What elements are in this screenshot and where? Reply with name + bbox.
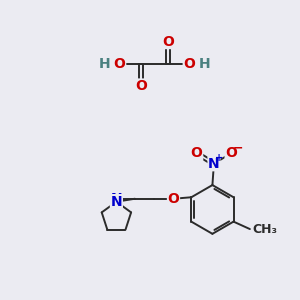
Text: +: +	[215, 153, 223, 163]
Text: H: H	[199, 57, 211, 71]
Text: N: N	[111, 192, 122, 206]
Text: H: H	[98, 57, 110, 71]
Text: N: N	[208, 157, 220, 171]
Text: N: N	[111, 195, 122, 209]
Text: CH₃: CH₃	[253, 223, 278, 236]
Text: O: O	[114, 57, 126, 71]
Text: N: N	[111, 195, 122, 209]
Text: O: O	[225, 146, 237, 160]
Text: O: O	[191, 146, 203, 160]
Text: O: O	[162, 34, 174, 49]
Text: −: −	[232, 141, 243, 154]
Text: O: O	[167, 192, 179, 206]
Text: O: O	[135, 79, 147, 93]
Text: O: O	[183, 57, 195, 71]
